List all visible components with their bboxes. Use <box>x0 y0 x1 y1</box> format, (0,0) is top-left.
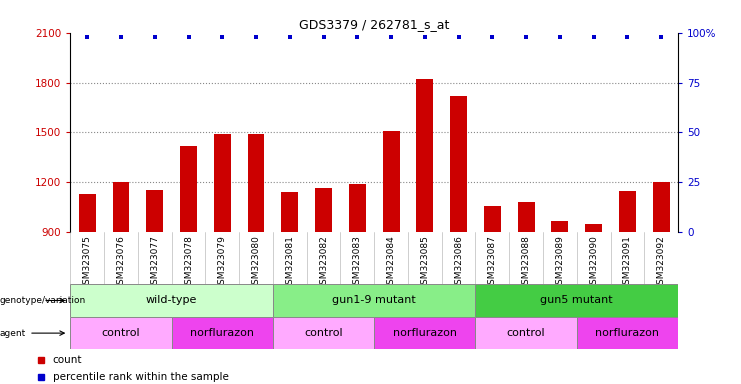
Bar <box>172 317 273 349</box>
Text: GSM323092: GSM323092 <box>657 235 665 290</box>
Bar <box>70 284 273 317</box>
Text: GSM323087: GSM323087 <box>488 235 497 290</box>
Bar <box>79 194 96 232</box>
Bar <box>585 224 602 232</box>
Text: gun5 mutant: gun5 mutant <box>540 295 613 306</box>
Text: GSM323091: GSM323091 <box>623 235 632 290</box>
Text: norflurazon: norflurazon <box>595 328 659 338</box>
Text: norflurazon: norflurazon <box>190 328 254 338</box>
Text: control: control <box>102 328 140 338</box>
Bar <box>551 221 568 232</box>
Bar <box>282 192 298 232</box>
Text: GSM323078: GSM323078 <box>184 235 193 290</box>
Bar <box>273 284 476 317</box>
Bar <box>70 317 172 349</box>
Bar <box>247 134 265 232</box>
Bar <box>619 191 636 232</box>
Text: GSM323083: GSM323083 <box>353 235 362 290</box>
Bar <box>450 96 467 232</box>
Bar <box>146 190 163 232</box>
Bar <box>416 79 433 232</box>
Bar <box>484 206 501 232</box>
Bar <box>653 182 670 232</box>
Text: count: count <box>53 356 82 366</box>
Text: control: control <box>305 328 343 338</box>
Text: gun1-9 mutant: gun1-9 mutant <box>332 295 416 306</box>
Bar <box>315 188 332 232</box>
Bar <box>273 317 374 349</box>
Bar <box>476 317 576 349</box>
Bar <box>576 317 678 349</box>
Text: GSM323077: GSM323077 <box>150 235 159 290</box>
Text: control: control <box>507 328 545 338</box>
Text: percentile rank within the sample: percentile rank within the sample <box>53 372 228 382</box>
Title: GDS3379 / 262781_s_at: GDS3379 / 262781_s_at <box>299 18 449 31</box>
Bar <box>349 184 366 232</box>
Bar <box>382 131 399 232</box>
Text: GSM323086: GSM323086 <box>454 235 463 290</box>
Text: agent: agent <box>0 329 64 338</box>
Text: GSM323085: GSM323085 <box>420 235 429 290</box>
Text: genotype/variation: genotype/variation <box>0 296 86 305</box>
Text: GSM323084: GSM323084 <box>387 235 396 290</box>
Text: GSM323081: GSM323081 <box>285 235 294 290</box>
Bar <box>476 284 678 317</box>
Text: GSM323076: GSM323076 <box>116 235 125 290</box>
Bar <box>113 182 130 232</box>
Text: GSM323089: GSM323089 <box>555 235 565 290</box>
Text: GSM323080: GSM323080 <box>251 235 261 290</box>
Text: GSM323090: GSM323090 <box>589 235 598 290</box>
Text: norflurazon: norflurazon <box>393 328 457 338</box>
Text: GSM323082: GSM323082 <box>319 235 328 290</box>
Bar <box>214 134 230 232</box>
Text: wild-type: wild-type <box>146 295 197 306</box>
Bar <box>180 146 197 232</box>
Bar <box>518 202 534 232</box>
Text: GSM323088: GSM323088 <box>522 235 531 290</box>
Text: GSM323075: GSM323075 <box>83 235 92 290</box>
Bar <box>374 317 476 349</box>
Text: GSM323079: GSM323079 <box>218 235 227 290</box>
